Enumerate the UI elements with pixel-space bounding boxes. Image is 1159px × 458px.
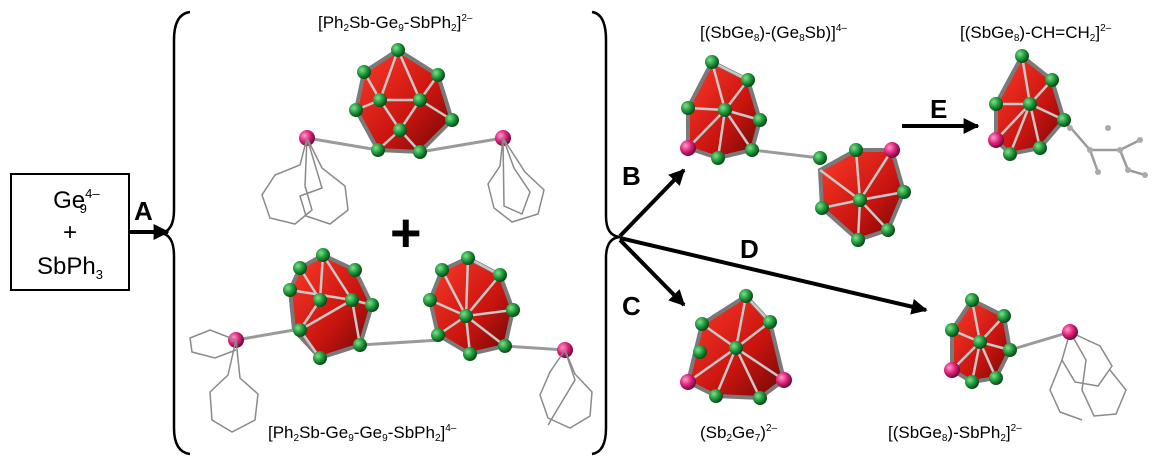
formula-part: )-(Ge xyxy=(759,23,800,42)
formula-part: 4– xyxy=(835,23,847,34)
formula-part: Ge xyxy=(53,187,86,214)
formula-part: Sb-Ge xyxy=(349,13,399,32)
label-ph2sb-ge9-ge9-sbph2: [Ph2Sb-Ge9-Ge9-SbPh2]4– xyxy=(268,424,456,444)
formula-part: 2 xyxy=(451,23,457,34)
reactant-plus: + xyxy=(62,219,77,246)
plus-sign: + xyxy=(390,203,422,263)
reactant-box: Ge4–9 + SbPh3 xyxy=(10,173,130,291)
cluster-ph2sb-ge9-ge9-sbph2 xyxy=(189,248,593,433)
reactant-sbph3: SbPh3 xyxy=(12,253,128,282)
formula-part: ) xyxy=(760,423,766,442)
arrow-b xyxy=(618,168,686,238)
cluster-ph2sb-ge9-sbph2 xyxy=(261,43,545,225)
arrow-c xyxy=(618,238,686,307)
formula-part: ] xyxy=(1095,23,1101,42)
formula-part: 9 xyxy=(382,433,388,444)
formula-part: 2– xyxy=(461,13,473,24)
formula-part: 9 xyxy=(348,433,354,444)
formula-part: -SbPh xyxy=(403,13,452,32)
formula-part: Ge xyxy=(732,423,755,442)
formula-part: SbPh xyxy=(37,253,96,280)
formula-part: 2 xyxy=(1000,433,1006,444)
formula-part: [Ph xyxy=(318,13,344,32)
formula-part: Sb)] xyxy=(804,23,836,42)
formula-part: 4– xyxy=(85,186,100,201)
formula-part: 8 xyxy=(753,33,760,44)
formula-part: 2 xyxy=(726,433,733,444)
formula-part: [(SbGe xyxy=(888,423,942,442)
formula-part: [Ph xyxy=(268,423,294,442)
label-ph2sb-ge9-sbph2: [Ph2Sb-Ge9-SbPh2]2– xyxy=(318,14,472,34)
formula-part: 2 xyxy=(293,433,300,444)
cluster-sbge8-sbph2 xyxy=(944,293,1127,421)
formula-part: 2– xyxy=(765,423,778,434)
arrow-d xyxy=(619,236,928,315)
step-e-label: E xyxy=(930,94,948,124)
formula-part: 3 xyxy=(95,267,103,282)
step-d-label: D xyxy=(740,234,759,264)
formula-part: )-SbPh xyxy=(947,423,1001,442)
formula-part: 9 xyxy=(398,23,404,34)
formula-part: (Sb xyxy=(700,423,727,442)
formula-part: 8 xyxy=(941,433,948,444)
formula-part: [(SbGe xyxy=(700,23,754,42)
label-sbge8-ge8sb: [(SbGe8)-(Ge8Sb)]4– xyxy=(700,24,847,44)
step-a-label: A xyxy=(134,196,153,226)
formula-part: 9 xyxy=(79,201,87,216)
formula-part: )-CH=CH xyxy=(1019,23,1090,42)
right-brace xyxy=(591,10,621,456)
label-sbge8-sbph2: [(SbGe8)-SbPh2]2– xyxy=(888,424,1022,444)
cluster-sbge8-vinyl xyxy=(988,49,1148,178)
label-sbge8-vinyl: [(SbGe8)-CH=CH2]2– xyxy=(960,24,1111,44)
formula-part: ] xyxy=(440,423,446,442)
formula-part: 2– xyxy=(1100,23,1112,34)
formula-part: ] xyxy=(456,13,462,32)
formula-part: 2 xyxy=(343,23,350,34)
formula-part: 8 xyxy=(799,33,805,44)
formula-part: 4– xyxy=(445,423,457,434)
formula-part: 2 xyxy=(434,433,441,444)
formula-part: [(SbGe xyxy=(960,23,1014,42)
cluster-sbge8-ge8sb xyxy=(680,55,911,247)
formula-part: ] xyxy=(1005,423,1011,442)
formula-part: Sb-Ge xyxy=(299,423,349,442)
formula-part: 8 xyxy=(1013,33,1020,44)
reactant-ge9: Ge4–9 xyxy=(12,187,128,215)
step-c-label: C xyxy=(622,291,641,321)
formula-part: 2 xyxy=(1089,33,1096,44)
cluster-sb2ge7 xyxy=(680,289,792,405)
step-b-label: B xyxy=(622,161,641,191)
formula-part: 2– xyxy=(1010,423,1022,434)
formula-part: -SbPh xyxy=(387,423,435,442)
label-sb2ge7: (Sb2Ge7)2– xyxy=(700,424,777,444)
formula-part: 7 xyxy=(754,433,761,444)
formula-part: -Ge xyxy=(353,423,383,442)
